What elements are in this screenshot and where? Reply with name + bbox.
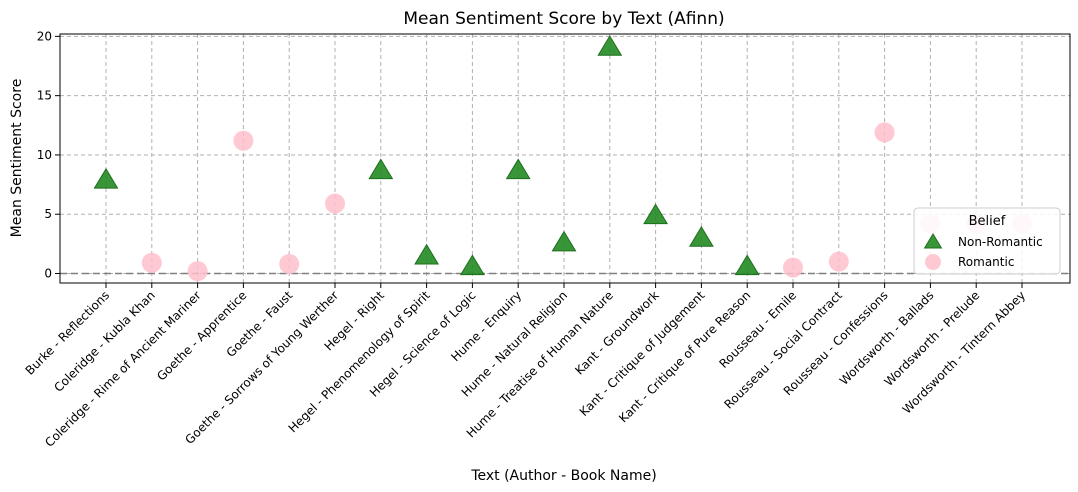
romantic-point [325, 193, 345, 214]
non-romantic-point [414, 243, 440, 265]
y-tick-label: 5 [44, 207, 52, 221]
non-romantic-point [368, 158, 394, 180]
x-tick-label: Kant - Groundwork [572, 288, 661, 377]
non-romantic-point [643, 203, 669, 225]
romantic-point [141, 252, 162, 273]
legend-entries: Non-Romantic Romantic [923, 233, 1043, 270]
y-tick-label: 20 [37, 29, 52, 43]
data-points [93, 35, 1032, 282]
non-romantic-point [505, 158, 531, 180]
romantic-point [828, 251, 849, 272]
non-romantic-point [734, 254, 760, 276]
romantic-point [874, 122, 895, 143]
legend-marker-non-romantic [923, 233, 943, 249]
y-tick-label: 15 [37, 89, 52, 103]
x-tick-label: Goethe - Apprentice [154, 288, 249, 383]
non-romantic-point [688, 225, 714, 247]
y-tick-label: 0 [44, 267, 52, 281]
romantic-point [783, 257, 803, 278]
non-romantic-point [551, 230, 577, 252]
legend-marker-romantic [925, 254, 941, 270]
plot-frame [59, 33, 1071, 284]
x-axis-label: Text (Author - Book Name) [470, 468, 656, 484]
legend-box [913, 207, 1061, 275]
x-tick-label: Burke - Reflections [23, 288, 113, 378]
legend-label: Non-Romantic [958, 235, 1043, 249]
non-romantic-point [459, 254, 485, 276]
legend: Belief Non-Romantic Romantic [913, 207, 1061, 275]
non-romantic-point [597, 35, 623, 56]
romantic-point [233, 130, 254, 151]
romantic-point [279, 254, 300, 275]
x-tick-label: Rousseau - Emile [716, 288, 799, 371]
y-axis-label: Mean Sentiment Score [9, 79, 25, 238]
romantic-point [187, 261, 208, 282]
y-tick-label: 10 [37, 148, 52, 162]
axes [55, 33, 1071, 288]
legend-title: Belief [969, 214, 1006, 229]
chart-title: Mean Sentiment Score by Text (Afinn) [403, 9, 724, 29]
non-romantic-point [93, 167, 119, 189]
legend-label: Romantic [958, 255, 1014, 269]
